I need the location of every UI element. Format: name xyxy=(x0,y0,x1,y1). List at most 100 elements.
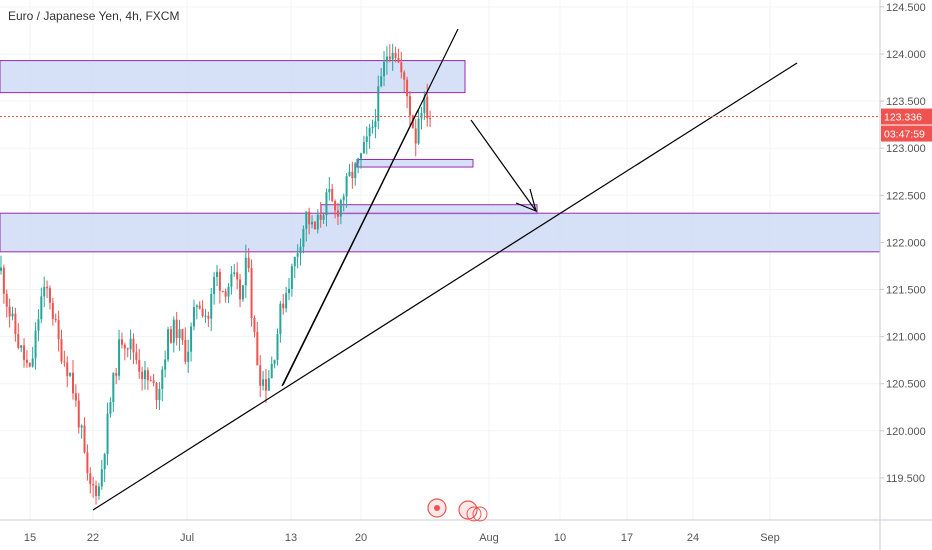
x-tick-label: Jul xyxy=(180,532,194,544)
candle-body xyxy=(146,370,149,381)
candle-body xyxy=(155,383,158,401)
candle-body xyxy=(264,379,267,391)
candle-body xyxy=(190,326,193,352)
candle-body xyxy=(256,331,259,366)
candle-body xyxy=(120,339,123,345)
price-tag-label: 123.336 xyxy=(884,112,922,124)
candle-body xyxy=(31,358,34,367)
y-tick-label: 119.500 xyxy=(886,473,925,485)
candle-body xyxy=(97,486,100,496)
candle-body xyxy=(216,271,218,277)
candle-body xyxy=(322,215,325,220)
price-zone xyxy=(0,212,881,253)
candle-body xyxy=(259,365,262,386)
trend-lines xyxy=(0,28,880,511)
candle-body xyxy=(377,86,380,122)
candle-body xyxy=(158,389,161,401)
candle-body xyxy=(83,425,86,453)
x-tick-label: 13 xyxy=(285,532,297,544)
candle-body xyxy=(11,313,14,317)
candle-body xyxy=(48,288,51,303)
candle-body xyxy=(51,302,54,319)
candle-body xyxy=(103,454,106,470)
candle-body xyxy=(342,196,345,201)
candles xyxy=(0,43,432,505)
event-marker-ring-icon xyxy=(466,506,482,522)
candle-body xyxy=(365,136,368,142)
candle-body xyxy=(152,380,155,384)
candle-body xyxy=(339,200,342,217)
candle-body xyxy=(423,96,426,113)
y-tick-label: 120.000 xyxy=(886,426,926,438)
candle-body xyxy=(391,52,394,60)
candle-body xyxy=(198,305,201,309)
candle-body xyxy=(149,380,152,382)
candle-body xyxy=(293,256,296,267)
candle-body xyxy=(414,128,417,144)
candle-body xyxy=(276,334,279,360)
candle-body xyxy=(167,329,170,360)
candle-body xyxy=(77,400,80,428)
candle-body xyxy=(247,257,250,269)
candle-body xyxy=(181,329,184,340)
countdown-box xyxy=(881,125,932,142)
candle-body xyxy=(236,272,239,280)
x-tick-label: Aug xyxy=(479,532,499,544)
candle-body xyxy=(244,257,247,286)
candle-body xyxy=(109,402,112,414)
arrow-head xyxy=(515,188,537,213)
projection-arrow xyxy=(470,119,537,212)
candle-body xyxy=(132,338,135,353)
candle-body xyxy=(92,484,95,486)
candle-body xyxy=(336,210,339,217)
y-tick-label: 123.000 xyxy=(886,143,926,155)
candle-body xyxy=(164,359,167,370)
candle-body xyxy=(383,61,386,77)
candle-body xyxy=(221,290,224,292)
candle-body xyxy=(25,359,28,363)
candle-body xyxy=(351,171,354,179)
candle-body xyxy=(282,303,285,309)
candle-body xyxy=(210,294,213,319)
y-tick-label: 121.000 xyxy=(886,332,926,344)
candle-body xyxy=(362,141,365,154)
candle-body xyxy=(299,246,302,254)
candle-body xyxy=(394,52,397,58)
candle-body xyxy=(204,315,207,317)
candle-body xyxy=(37,319,40,331)
candle-body xyxy=(144,370,146,380)
candle-body xyxy=(141,371,144,380)
candle-body xyxy=(313,221,316,230)
candle-body xyxy=(218,271,221,291)
candle-body xyxy=(305,211,308,229)
candle-body xyxy=(40,296,43,320)
candle-body xyxy=(2,267,5,294)
candle-body xyxy=(331,188,334,202)
candle-body xyxy=(270,363,273,379)
trend-line xyxy=(281,109,419,387)
candle-body xyxy=(279,303,282,335)
price-zone xyxy=(0,60,466,94)
candle-body xyxy=(296,253,299,257)
candle-body xyxy=(20,345,23,348)
candle-body xyxy=(63,361,66,363)
x-tick-label: 17 xyxy=(621,532,633,544)
x-tick-label: Sep xyxy=(760,532,780,544)
candle-body xyxy=(408,96,411,116)
candle-body xyxy=(357,158,360,164)
y-tick-label: 124.500 xyxy=(886,2,926,14)
candle-body xyxy=(187,351,190,362)
candle-body xyxy=(172,319,175,343)
candle-body xyxy=(17,333,20,348)
candle-body xyxy=(328,188,331,193)
candle-body xyxy=(123,344,126,349)
candle-body xyxy=(161,369,164,390)
price-zone xyxy=(356,159,474,168)
candle-body xyxy=(354,163,357,179)
y-tick-label: 124.000 xyxy=(886,49,926,61)
candle-body xyxy=(115,373,118,376)
support-resistance-zones xyxy=(0,60,881,253)
candle-body xyxy=(316,214,319,230)
